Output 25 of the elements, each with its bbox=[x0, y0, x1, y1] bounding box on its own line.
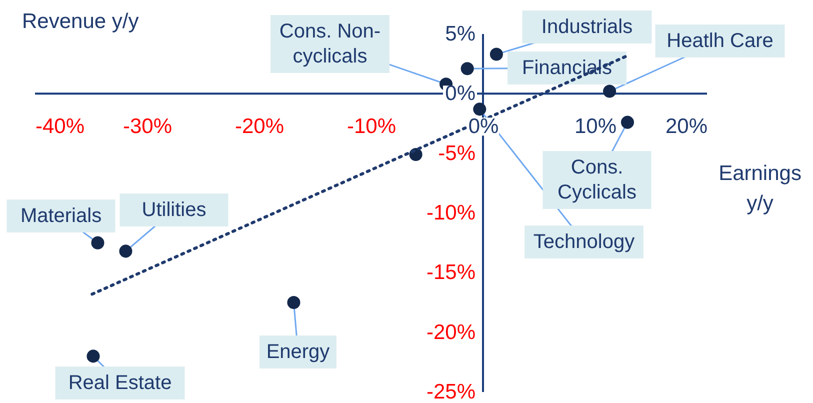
y-tick-label: -15% bbox=[426, 261, 476, 284]
x-tick-label: 10% bbox=[574, 115, 617, 138]
y-tick-label: 0% bbox=[445, 82, 476, 106]
annotation: Industrials bbox=[541, 16, 633, 38]
annotation: Energy bbox=[266, 341, 330, 363]
annotation: Cons. Cyclicals bbox=[558, 156, 636, 204]
x-tick-label: -10% bbox=[346, 115, 396, 138]
annotation: Heatlh Care bbox=[666, 30, 774, 52]
y-tick-label: -25% bbox=[426, 380, 476, 403]
x-tick-label: 20% bbox=[665, 115, 708, 138]
x-tick-label: -40% bbox=[36, 115, 85, 138]
x-axis-title: Earnings y/y bbox=[718, 162, 802, 215]
x-tick-label: -30% bbox=[122, 115, 172, 138]
y-axis-title: Revenue y/y bbox=[22, 10, 140, 33]
y-tick-label: 5% bbox=[445, 22, 476, 46]
annotation: Technology bbox=[533, 231, 635, 253]
x-tick-label: -20% bbox=[234, 115, 284, 138]
y-tick-label: -20% bbox=[426, 320, 476, 344]
y-tick-label: -5% bbox=[438, 142, 476, 165]
annotation: Real Estate bbox=[68, 372, 172, 394]
annotation: Utilities bbox=[142, 199, 206, 221]
x-tick-label: 0% bbox=[468, 115, 499, 138]
y-tick-label: -10% bbox=[426, 202, 476, 224]
annotation: Cons. Non- cyclicals bbox=[279, 20, 381, 68]
annotation: Materials bbox=[20, 205, 102, 227]
